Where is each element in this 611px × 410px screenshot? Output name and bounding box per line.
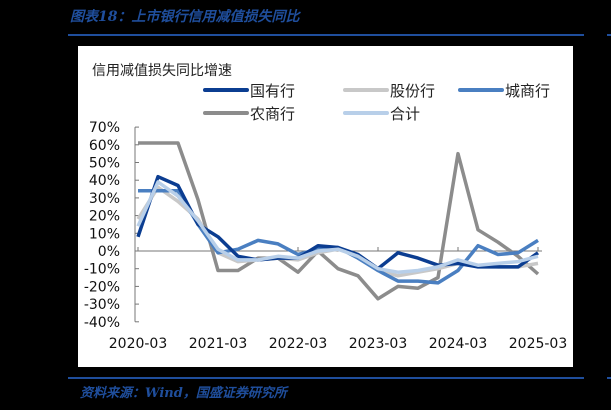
legend-label: 农商行 bbox=[250, 105, 295, 123]
x-tick-label: 2021-03 bbox=[189, 336, 248, 352]
chart-title: 信用减值损失同比增速 bbox=[92, 63, 232, 79]
y-tick-label: 20% bbox=[89, 209, 120, 225]
chart-panel bbox=[78, 46, 573, 367]
y-axis: 70% 60% 50%40% 30% 20%10% 0% -10%-20% -30% -40% bbox=[84, 120, 139, 331]
y-tick-label: -40% bbox=[84, 315, 120, 331]
y-tick-label: 70% bbox=[89, 120, 120, 136]
y-tick-label: 0% bbox=[98, 244, 120, 260]
legend-label: 股份行 bbox=[390, 82, 435, 100]
x-tick-label: 2020-03 bbox=[109, 336, 168, 352]
legend-label: 国有行 bbox=[250, 82, 295, 100]
x-tick-label: 2024-03 bbox=[429, 336, 488, 352]
top-rule-end bbox=[607, 34, 611, 36]
y-tick-label: 60% bbox=[89, 138, 120, 154]
bottom-rule bbox=[68, 377, 584, 379]
x-tick-label: 2022-03 bbox=[269, 336, 328, 352]
y-tick-label: -20% bbox=[84, 279, 120, 295]
series-line bbox=[138, 141, 540, 301]
source-note: 资料来源：Wind，国盛证券研究所 bbox=[80, 386, 287, 401]
x-tick-label: 2025-03 bbox=[509, 336, 568, 352]
x-axis: 2020-03 2021-03 2022-03 2023-03 2024-03 2025-… bbox=[109, 247, 568, 352]
y-tick-label: 40% bbox=[89, 173, 120, 189]
series-lines bbox=[136, 141, 540, 301]
y-tick-label: 10% bbox=[89, 226, 120, 242]
y-tick-label: 50% bbox=[89, 156, 120, 172]
legend-label: 合计 bbox=[390, 105, 420, 123]
figure-title: 图表18：上市银行信用减值损失同比 bbox=[70, 9, 300, 25]
y-tick-label: -30% bbox=[84, 297, 120, 313]
top-rule bbox=[68, 34, 584, 36]
y-tick-label: 30% bbox=[89, 191, 120, 207]
x-tick-label: 2023-03 bbox=[349, 336, 408, 352]
bottom-rule-end bbox=[607, 377, 611, 379]
series-line bbox=[136, 180, 539, 274]
y-tick-label: -10% bbox=[84, 262, 120, 278]
legend-label: 城商行 bbox=[505, 82, 550, 100]
